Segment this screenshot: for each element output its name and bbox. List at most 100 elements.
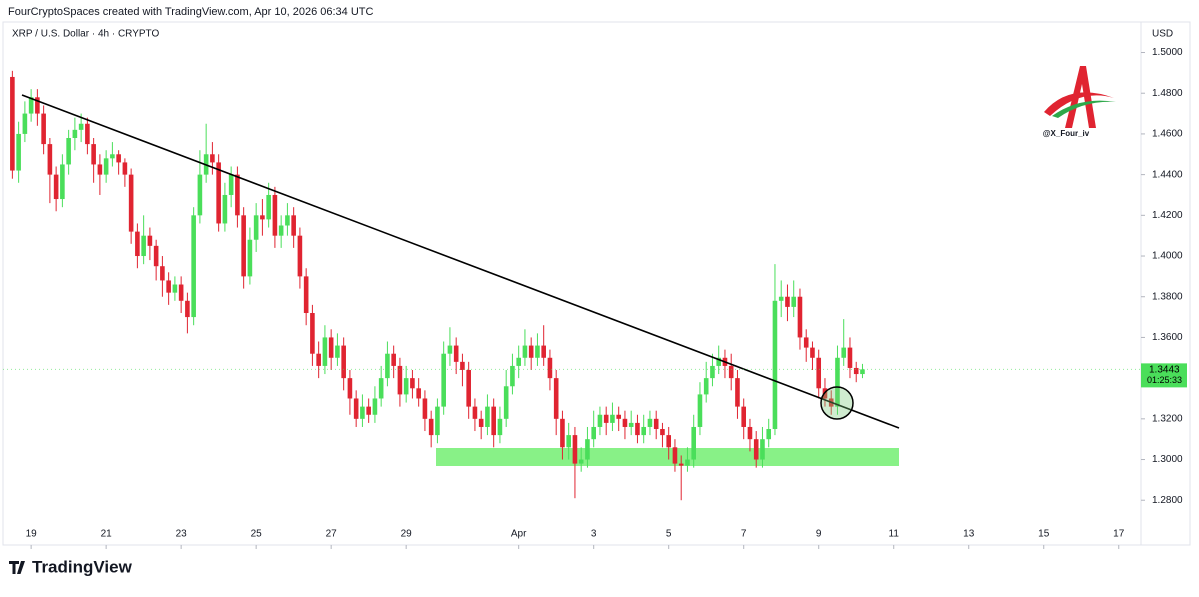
candle-body — [197, 174, 203, 216]
candle-body — [778, 296, 784, 301]
symbol-title: XRP / U.S. Dollar · 4h · CRYPTO — [12, 29, 159, 40]
candle-body — [766, 429, 772, 440]
candle-body — [403, 378, 409, 395]
x-tick-label: 19 — [26, 529, 38, 540]
candle-body — [228, 174, 234, 195]
candle-body — [66, 137, 71, 165]
candle-body — [666, 435, 671, 448]
candle-body — [860, 369, 865, 375]
candle-body — [841, 347, 847, 358]
candle-body — [710, 365, 715, 379]
candle-body — [47, 144, 53, 175]
candle-body — [391, 353, 396, 366]
candle-body — [653, 418, 659, 430]
y-tick-label: 1.4800 — [1152, 88, 1183, 99]
candle-body — [816, 357, 822, 389]
header: FourCryptoSpaces created with TradingVie… — [8, 6, 373, 18]
watermark-text: @X_Four_iv — [1043, 129, 1090, 138]
candle-body — [147, 235, 153, 246]
candle-body — [485, 406, 490, 427]
candle-body — [410, 378, 415, 389]
candle-body — [772, 300, 778, 430]
candle-body — [441, 353, 446, 407]
candle-body — [522, 345, 528, 358]
candle-body — [835, 357, 840, 407]
candle-body — [341, 345, 346, 379]
candle-body — [497, 418, 503, 436]
candle-body — [547, 357, 553, 379]
x-tick-label: 7 — [741, 529, 747, 540]
candle-body — [97, 164, 103, 175]
x-tick-label: 3 — [591, 529, 597, 540]
y-tick-label: 1.4400 — [1152, 169, 1183, 180]
candle-body — [103, 158, 109, 175]
x-tick-label: 25 — [251, 529, 263, 540]
candle-body — [122, 162, 128, 175]
candle-body — [347, 378, 353, 399]
candle-body — [585, 439, 590, 460]
candle-body — [735, 378, 740, 407]
candle-body — [41, 113, 46, 145]
candle-body — [272, 194, 278, 236]
candle-body — [503, 386, 509, 419]
candle-body — [478, 418, 484, 427]
x-tick-label: 27 — [326, 529, 338, 540]
candle-body — [178, 284, 184, 301]
candle-body — [316, 353, 321, 366]
candle-body — [560, 418, 565, 448]
retest-circle — [820, 386, 854, 420]
support-zone — [436, 448, 899, 466]
candle-body — [241, 215, 246, 277]
candle-body — [753, 439, 759, 460]
candle-body — [60, 164, 65, 200]
candle-body — [447, 345, 453, 354]
candle-body — [610, 414, 615, 423]
candle-body — [135, 231, 140, 257]
candle-body — [353, 398, 359, 419]
candle-body — [472, 406, 478, 419]
x-tick-label: 23 — [176, 529, 188, 540]
candle-body — [328, 337, 334, 358]
candle-body — [278, 225, 284, 236]
candle-body — [128, 174, 134, 232]
candle-body — [416, 388, 421, 399]
candle-body — [253, 215, 259, 240]
candle-body — [691, 426, 697, 460]
candle-body — [803, 337, 809, 348]
y-tick-label: 1.3200 — [1152, 413, 1183, 424]
candle-body — [10, 76, 15, 171]
currency: USD — [1152, 29, 1173, 40]
candle-body — [360, 406, 365, 419]
candle-body — [310, 313, 315, 354]
candle-body — [35, 97, 40, 114]
y-tick-label: 1.4600 — [1152, 129, 1183, 140]
candle-body — [216, 162, 221, 224]
x-tick-label: 11 — [889, 529, 900, 540]
candle-body — [785, 296, 790, 307]
candle-body — [335, 345, 340, 358]
last-price-label: 1.3443 — [1149, 365, 1180, 376]
candle-body — [516, 357, 521, 366]
y-tick-label: 1.4000 — [1152, 251, 1183, 262]
x-tick-label: 9 — [816, 529, 822, 540]
candle-body — [460, 361, 465, 370]
candle-body — [622, 418, 628, 427]
candle-body — [91, 144, 96, 165]
last-price-tag — [1141, 363, 1187, 388]
candle-body — [678, 463, 684, 466]
candle-body — [303, 276, 309, 314]
y-tick-label: 1.3000 — [1152, 454, 1183, 465]
candle-body — [385, 353, 390, 379]
candle-body — [141, 235, 146, 257]
x-tick-label: 15 — [1038, 529, 1050, 540]
y-tick-label: 1.5000 — [1152, 47, 1183, 58]
candle-body — [791, 296, 797, 307]
candle-body — [210, 154, 215, 163]
candle-body — [172, 284, 178, 293]
candle-body — [16, 133, 21, 171]
candle-body — [191, 215, 196, 318]
candle-body — [235, 174, 240, 216]
candle-body — [635, 422, 640, 436]
candle-body — [378, 378, 384, 399]
